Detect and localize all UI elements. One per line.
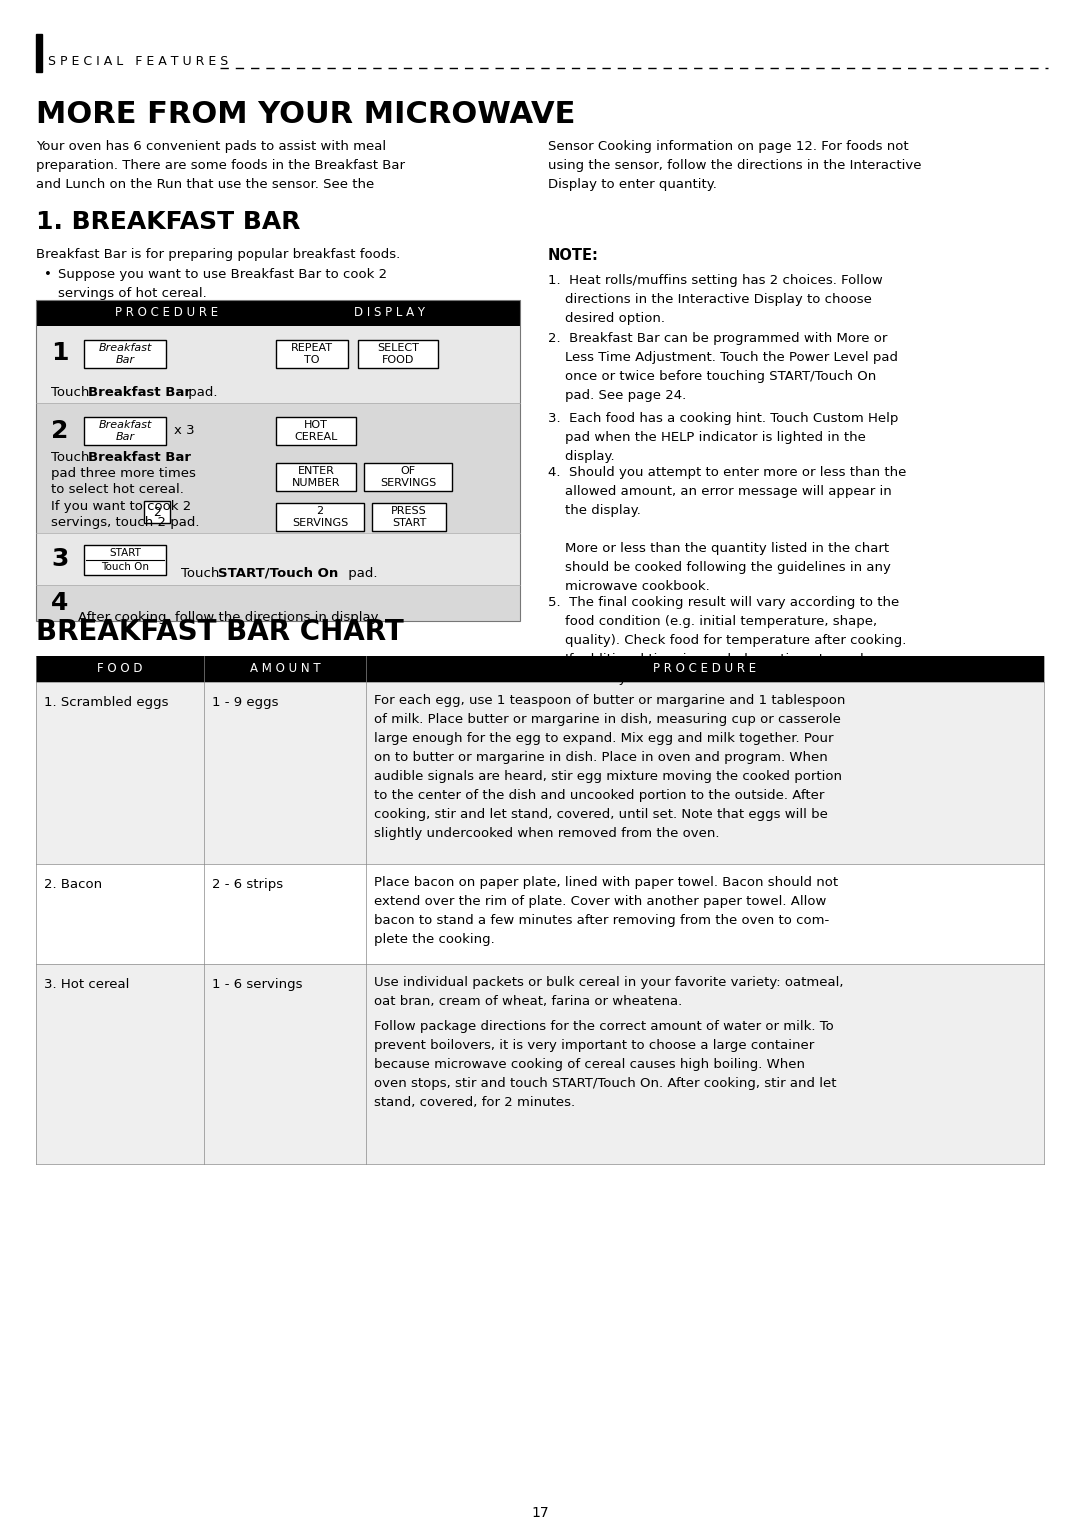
Text: NOTE:: NOTE: bbox=[548, 249, 599, 262]
Text: 2.  Breakfast Bar can be programmed with More or
    Less Time Adjustment. Touch: 2. Breakfast Bar can be programmed with … bbox=[548, 333, 897, 401]
Bar bbox=[84, 417, 166, 446]
Bar bbox=[36, 403, 519, 533]
Text: SELECT
FOOD: SELECT FOOD bbox=[377, 343, 419, 365]
Text: START: START bbox=[109, 548, 140, 557]
Text: Suppose you want to use Breakfast Bar to cook 2
servings of hot cereal.: Suppose you want to use Breakfast Bar to… bbox=[58, 269, 387, 301]
Text: 2: 2 bbox=[51, 420, 68, 443]
Bar bbox=[36, 964, 1044, 1164]
Text: OF
SERVINGS: OF SERVINGS bbox=[380, 465, 436, 488]
Text: PRESS
START: PRESS START bbox=[391, 507, 427, 528]
Text: Breakfast Bar: Breakfast Bar bbox=[87, 452, 191, 464]
Text: MORE FROM YOUR MICROWAVE: MORE FROM YOUR MICROWAVE bbox=[36, 101, 576, 130]
Text: to select hot cereal.: to select hot cereal. bbox=[51, 484, 184, 496]
Text: 2
SERVINGS: 2 SERVINGS bbox=[292, 507, 348, 528]
Bar bbox=[36, 301, 519, 327]
Text: P R O C E D U R E: P R O C E D U R E bbox=[116, 307, 218, 319]
Text: Use individual packets or bulk cereal in your favorite variety: oatmeal,
oat bra: Use individual packets or bulk cereal in… bbox=[374, 977, 843, 1009]
Text: Sensor Cooking information on page 12. For foods not
using the sensor, follow th: Sensor Cooking information on page 12. F… bbox=[548, 140, 921, 191]
Bar bbox=[364, 462, 453, 491]
Text: 1. BREAKFAST BAR: 1. BREAKFAST BAR bbox=[36, 211, 300, 233]
Bar bbox=[36, 301, 519, 621]
Text: If you want to cook 2: If you want to cook 2 bbox=[51, 501, 191, 513]
Bar bbox=[36, 533, 519, 584]
Text: 3. Hot cereal: 3. Hot cereal bbox=[44, 978, 130, 990]
Text: START/Touch On: START/Touch On bbox=[218, 568, 338, 580]
Text: 1. Scrambled eggs: 1. Scrambled eggs bbox=[44, 696, 168, 710]
Text: Breakfast
Bar: Breakfast Bar bbox=[98, 343, 151, 365]
Text: servings, touch 2 pad.: servings, touch 2 pad. bbox=[51, 516, 200, 530]
Bar bbox=[276, 417, 356, 446]
Text: D I S P L A Y: D I S P L A Y bbox=[354, 307, 424, 319]
Text: 2: 2 bbox=[153, 505, 161, 519]
Text: pad three more times: pad three more times bbox=[51, 467, 195, 481]
Bar bbox=[84, 340, 166, 368]
Bar bbox=[144, 501, 170, 523]
Text: BREAKFAST BAR CHART: BREAKFAST BAR CHART bbox=[36, 618, 404, 645]
Bar bbox=[36, 34, 42, 72]
Text: Follow package directions for the correct amount of water or milk. To
prevent bo: Follow package directions for the correc… bbox=[374, 1019, 837, 1109]
Text: REPEAT
TO: REPEAT TO bbox=[291, 343, 333, 365]
Text: ENTER
NUMBER: ENTER NUMBER bbox=[292, 465, 340, 488]
Text: Your oven has 6 convenient pads to assist with meal
preparation. There are some : Your oven has 6 convenient pads to assis… bbox=[36, 140, 405, 191]
Bar bbox=[36, 682, 1044, 864]
Text: 1.  Heat rolls/muffins setting has 2 choices. Follow
    directions in the Inter: 1. Heat rolls/muffins setting has 2 choi… bbox=[548, 275, 882, 325]
Bar bbox=[36, 584, 519, 621]
Text: 2. Bacon: 2. Bacon bbox=[44, 877, 103, 891]
Text: Touch: Touch bbox=[181, 568, 224, 580]
Text: S P E C I A L   F E A T U R E S: S P E C I A L F E A T U R E S bbox=[48, 55, 228, 69]
Text: Touch: Touch bbox=[51, 386, 94, 398]
Text: 17: 17 bbox=[531, 1506, 549, 1520]
Text: 4.  Should you attempt to enter more or less than the
    allowed amount, an err: 4. Should you attempt to enter more or l… bbox=[548, 465, 906, 594]
Text: P R O C E D U R E: P R O C E D U R E bbox=[653, 662, 757, 676]
Bar bbox=[357, 340, 438, 368]
Text: Place bacon on paper plate, lined with paper towel. Bacon should not
extend over: Place bacon on paper plate, lined with p… bbox=[374, 876, 838, 946]
Text: F O O D: F O O D bbox=[97, 662, 143, 676]
Text: After cooking, follow the directions in display.: After cooking, follow the directions in … bbox=[78, 610, 381, 624]
Bar bbox=[36, 864, 1044, 964]
Text: A M O U N T: A M O U N T bbox=[249, 662, 321, 676]
Text: pad.: pad. bbox=[345, 568, 378, 580]
Text: Touch: Touch bbox=[51, 452, 94, 464]
Bar bbox=[36, 327, 519, 403]
Text: x 3: x 3 bbox=[174, 424, 194, 438]
Text: •: • bbox=[44, 269, 52, 281]
Bar bbox=[84, 545, 166, 575]
Bar bbox=[276, 462, 356, 491]
Text: 3: 3 bbox=[51, 546, 68, 571]
Text: 2 - 6 strips: 2 - 6 strips bbox=[212, 877, 283, 891]
Text: 3.  Each food has a cooking hint. Touch Custom Help
    pad when the HELP indica: 3. Each food has a cooking hint. Touch C… bbox=[548, 412, 899, 462]
Text: 5.  The final cooking result will vary according to the
    food condition (e.g.: 5. The final cooking result will vary ac… bbox=[548, 597, 906, 685]
Bar bbox=[276, 340, 348, 368]
Bar bbox=[36, 656, 1044, 682]
Text: 1 - 9 eggs: 1 - 9 eggs bbox=[212, 696, 279, 710]
Text: Breakfast
Bar: Breakfast Bar bbox=[98, 420, 151, 443]
Text: 4: 4 bbox=[51, 591, 68, 615]
Bar bbox=[372, 504, 446, 531]
Text: Breakfast Bar is for preparing popular breakfast foods.: Breakfast Bar is for preparing popular b… bbox=[36, 249, 401, 261]
Text: pad.: pad. bbox=[184, 386, 217, 398]
Text: 1: 1 bbox=[51, 342, 68, 366]
Text: Breakfast Bar: Breakfast Bar bbox=[87, 386, 191, 398]
Text: Touch On: Touch On bbox=[102, 563, 149, 572]
Text: HOT
CEREAL: HOT CEREAL bbox=[295, 420, 338, 443]
Bar bbox=[276, 504, 364, 531]
Text: 1 - 6 servings: 1 - 6 servings bbox=[212, 978, 302, 990]
Text: For each egg, use 1 teaspoon of butter or margarine and 1 tablespoon
of milk. Pl: For each egg, use 1 teaspoon of butter o… bbox=[374, 694, 846, 839]
